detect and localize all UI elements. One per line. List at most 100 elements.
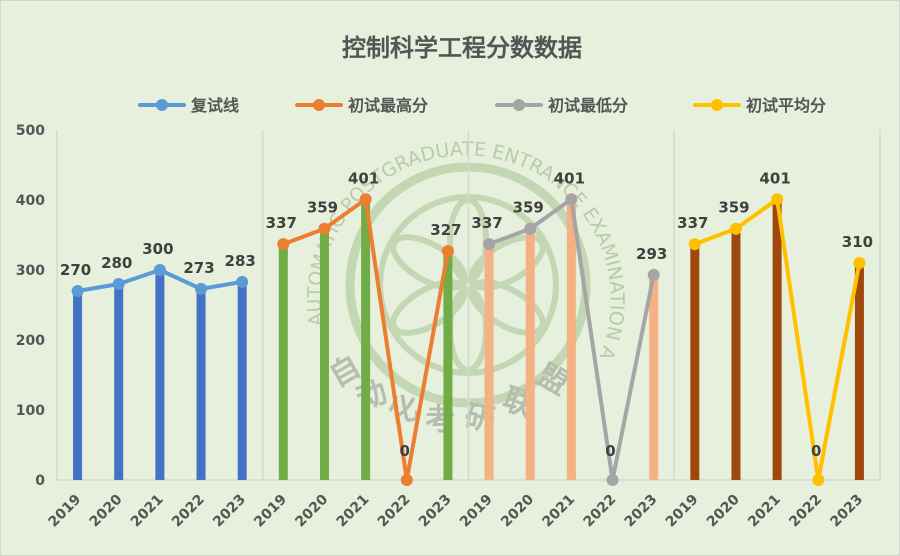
- legend-item: 初试最高分: [295, 96, 428, 115]
- y-tick-label: 0: [35, 473, 45, 489]
- data-point-marker: [153, 264, 166, 276]
- chart-title: 控制科学工程分数数据: [342, 33, 582, 62]
- legend-dot-icon: [156, 99, 168, 111]
- x-tick-label: 2021: [128, 492, 167, 531]
- legend-label: 初试平均分: [746, 96, 826, 115]
- data-point-marker: [195, 282, 208, 295]
- legend-item: 初试最低分: [495, 96, 628, 115]
- x-tick-label: 2023: [210, 492, 249, 531]
- watermark-leaf-icon: [468, 279, 546, 336]
- value-bar: [566, 199, 576, 481]
- value-bar: [319, 228, 329, 480]
- data-point-marker: [277, 238, 290, 251]
- value-bar: [772, 199, 782, 481]
- x-tick-label: 2022: [580, 492, 619, 531]
- value-bar: [237, 281, 247, 480]
- data-label: 401: [759, 169, 790, 187]
- bars: [73, 199, 864, 481]
- data-point-marker: [441, 245, 454, 258]
- watermark-leaf-icon: [390, 279, 468, 336]
- value-bar: [114, 284, 124, 480]
- data-point-marker: [400, 474, 413, 486]
- data-label: 280: [101, 254, 132, 272]
- y-tick-label: 200: [16, 333, 45, 349]
- data-point-marker: [359, 193, 372, 206]
- value-bar: [278, 244, 288, 480]
- value-bar: [484, 244, 494, 480]
- legend-label: 初试最低分: [548, 96, 628, 115]
- data-label: 337: [266, 214, 297, 232]
- data-label: 359: [513, 199, 544, 217]
- data-point-marker: [812, 474, 825, 486]
- data-label: 359: [307, 199, 338, 217]
- data-point-marker: [565, 193, 578, 206]
- x-tick-label: 2020: [498, 491, 537, 530]
- data-label: 0: [605, 442, 615, 460]
- y-tick-label: 400: [16, 193, 45, 209]
- data-point-marker: [853, 257, 866, 269]
- series-lines: [71, 193, 866, 486]
- value-bar: [854, 263, 864, 480]
- y-tick-label: 300: [16, 263, 45, 279]
- legend: 复试线 初试最高分 初试最低分 初试平均分: [138, 96, 826, 115]
- data-label: 327: [430, 221, 461, 239]
- x-tick-label: 2019: [251, 492, 290, 531]
- value-bar: [73, 291, 83, 480]
- data-label: 401: [554, 169, 585, 187]
- x-tick-label: 2022: [375, 492, 414, 531]
- legend-dot-icon: [513, 99, 525, 111]
- data-label: 401: [348, 169, 379, 187]
- x-tick-label: 2019: [663, 492, 702, 531]
- watermark-leaf-icon: [468, 234, 546, 291]
- legend-item: 初试平均分: [693, 96, 826, 115]
- value-bar: [155, 270, 165, 480]
- value-bar: [361, 199, 371, 481]
- data-point-marker: [729, 222, 742, 235]
- value-bar: [731, 228, 741, 480]
- legend-label: 复试线: [190, 96, 239, 115]
- x-tick-label: 2022: [169, 492, 208, 531]
- data-label: 337: [677, 214, 708, 232]
- legend-item: 复试线: [138, 96, 239, 115]
- data-point-marker: [236, 275, 249, 288]
- value-bar: [525, 228, 535, 480]
- data-point-marker: [771, 193, 784, 206]
- legend-label: 初试最高分: [348, 96, 428, 115]
- x-tick-label: 2020: [704, 491, 743, 530]
- x-tick-label: 2023: [622, 492, 661, 531]
- data-label: 337: [471, 214, 502, 232]
- data-point-marker: [606, 474, 619, 486]
- data-point-marker: [524, 222, 537, 235]
- data-point-marker: [647, 268, 660, 281]
- x-tick-label: 2019: [46, 492, 85, 531]
- data-point-marker: [483, 238, 496, 251]
- data-label: 300: [142, 240, 173, 258]
- data-label: 270: [60, 261, 91, 279]
- x-tick-label: 2019: [457, 492, 496, 531]
- x-tick-label: 2021: [745, 492, 784, 531]
- value-bar: [196, 288, 206, 480]
- data-label: 293: [636, 245, 667, 263]
- value-bar: [690, 244, 700, 480]
- data-label: 0: [811, 442, 821, 460]
- x-tick-label: 2021: [334, 492, 373, 531]
- x-tick-label: 2023: [827, 492, 866, 531]
- data-point-marker: [112, 278, 125, 290]
- y-tick-label: 100: [16, 403, 45, 419]
- x-tick-label: 2023: [416, 492, 455, 531]
- data-label: 0: [400, 442, 410, 460]
- legend-dot-icon: [711, 99, 723, 111]
- data-point-marker: [688, 238, 701, 251]
- value-bar: [443, 251, 453, 480]
- y-tick-label: 500: [16, 123, 45, 139]
- data-label: 283: [225, 252, 256, 270]
- x-tick-label: 2020: [292, 491, 331, 530]
- x-tick-label: 2020: [87, 491, 126, 530]
- data-label: 310: [842, 233, 873, 251]
- data-labels: 270 280 300 273 283 337 359 401 0 327 337 359 401 0 29…: [60, 169, 873, 460]
- legend-dot-icon: [313, 99, 325, 111]
- data-label: 273: [183, 259, 214, 277]
- data-point-marker: [318, 222, 331, 235]
- data-label: 359: [718, 199, 749, 217]
